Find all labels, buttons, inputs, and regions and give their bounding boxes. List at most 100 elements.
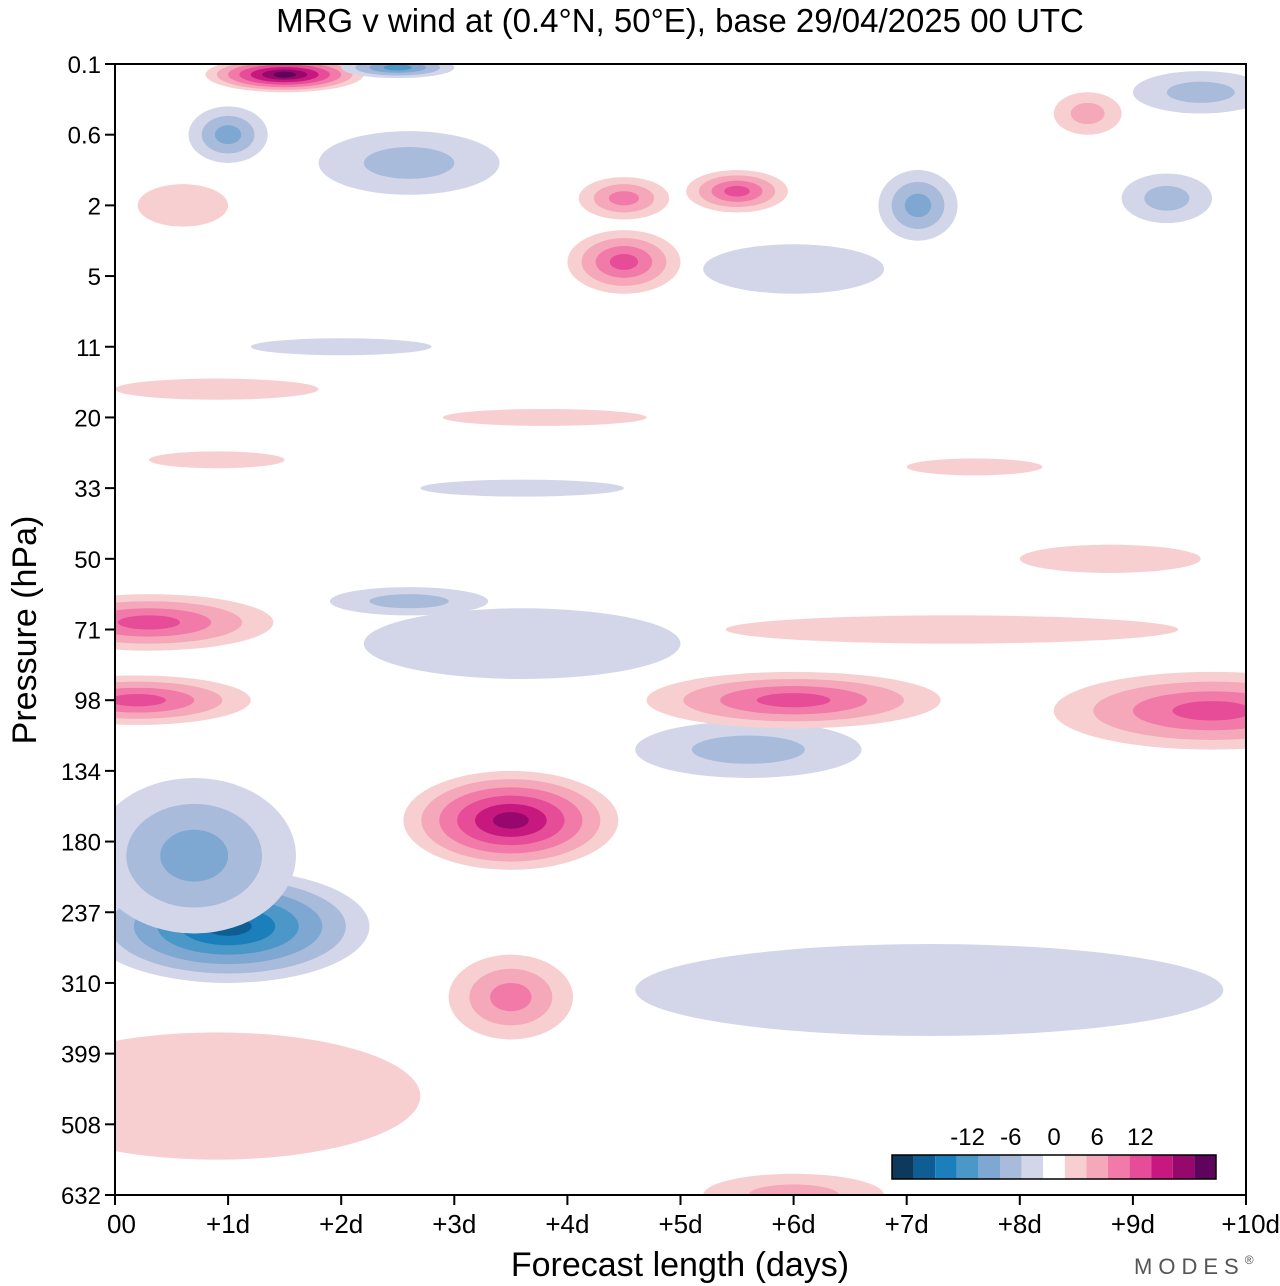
contour-band	[1166, 81, 1235, 103]
chart-title: MRG v wind at (0.4°N, 50°E), base 29/04/…	[276, 2, 1084, 39]
contour-band	[1144, 185, 1190, 211]
contour-feature	[403, 770, 619, 870]
contour-band	[363, 608, 681, 679]
x-axis-label: Forecast length (days)	[511, 1246, 849, 1284]
brand-name: MODES	[1134, 1254, 1245, 1279]
colorbar-swatch	[1172, 1155, 1195, 1179]
brand-logo: MODES®	[1134, 1253, 1254, 1279]
contour-band	[250, 338, 432, 356]
contour-feature	[115, 1032, 421, 1160]
y-tick-label: 310	[61, 971, 101, 998]
contour-feature	[1121, 173, 1213, 224]
colorbar-swatch	[978, 1155, 1000, 1179]
colorbar-swatch	[956, 1155, 979, 1179]
contour-feature	[115, 777, 296, 934]
contour-band	[273, 71, 296, 78]
colorbar-tick-label: 6	[1091, 1124, 1104, 1151]
contour-band	[115, 694, 166, 707]
colorbar-swatch	[1086, 1155, 1108, 1179]
contour-band	[906, 458, 1043, 476]
contour-feature	[878, 170, 958, 241]
contour-band	[725, 615, 1179, 644]
colorbar-swatch	[1043, 1155, 1065, 1179]
colorbar-swatch	[1194, 1155, 1216, 1179]
colorbar-frame	[891, 1154, 1217, 1180]
colorbar-tick-label: 0	[1047, 1124, 1060, 1151]
x-axis: 00 +1d +2d +3d +4d +5d +6d +7d +8d +9d +10d	[107, 1195, 1280, 1239]
contour-feature	[1019, 544, 1201, 573]
contour-feature	[188, 106, 268, 163]
y-tick-label: 50	[74, 547, 101, 574]
colorbar-swatch	[1064, 1155, 1087, 1179]
x-tick-label: +2d	[319, 1209, 363, 1239]
contour-feature	[318, 131, 500, 195]
x-tick-label: +7d	[885, 1209, 929, 1239]
colorbar-tick-label: 12	[1127, 1124, 1154, 1151]
contour-feature	[635, 721, 862, 778]
contour-feature	[137, 184, 229, 227]
contour-feature	[1053, 92, 1122, 135]
y-axis: 0.1 0.6 2 5 11 20 33 50 71 98 134 180 237 310 399 508 63…	[61, 52, 115, 1210]
colorbar-swatch	[1129, 1155, 1152, 1179]
contour-field	[115, 64, 1246, 1195]
x-tick-label: +8d	[998, 1209, 1042, 1239]
x-tick-label: 00	[107, 1209, 136, 1239]
colorbar-swatch	[1000, 1155, 1022, 1179]
colorbar-swatch	[935, 1155, 957, 1179]
contour-band	[1019, 544, 1201, 573]
contour-band	[148, 451, 285, 469]
y-axis-label: Pressure (hPa)	[6, 516, 44, 745]
contour-band	[756, 693, 831, 708]
contour-feature	[703, 244, 885, 294]
contour-band	[115, 1032, 421, 1160]
contour-feature	[442, 408, 647, 426]
contour-feature	[1053, 671, 1246, 750]
colorbar-swatch	[913, 1155, 936, 1179]
contour-feature	[115, 675, 251, 725]
contour-feature	[635, 944, 1224, 1036]
y-tick-label: 632	[61, 1183, 101, 1210]
contour-feature	[420, 479, 624, 497]
contour-feature	[646, 671, 941, 729]
contour-band	[383, 64, 412, 71]
contour-band	[748, 1184, 839, 1195]
contour-feature	[725, 615, 1179, 644]
contour-feature	[578, 177, 670, 220]
contour-feature	[363, 608, 681, 679]
contour-feature	[115, 378, 319, 400]
contour-band	[137, 184, 229, 227]
y-tick-label: 508	[61, 1112, 101, 1139]
contour-band	[442, 408, 647, 426]
contour-band	[363, 147, 455, 179]
x-tick-label: +5d	[658, 1209, 702, 1239]
contour-feature	[329, 587, 489, 616]
y-tick-label: 11	[76, 335, 101, 362]
y-tick-label: 5	[88, 264, 101, 291]
contour-feature	[703, 1173, 885, 1195]
contour-band	[420, 479, 624, 497]
contour-band	[115, 378, 319, 400]
x-tick-label: +6d	[772, 1209, 816, 1239]
colorbar-tick-label: -6	[1000, 1124, 1021, 1151]
colorbar-swatch	[1021, 1155, 1044, 1179]
y-tick-label: 71	[74, 618, 101, 645]
contour-feature	[115, 594, 274, 651]
contour-band	[691, 735, 805, 764]
contour-feature	[250, 338, 432, 356]
contour-band	[1070, 102, 1105, 125]
x-tick-label: +9d	[1111, 1209, 1155, 1239]
contour-band	[609, 253, 639, 270]
contour-band	[214, 125, 242, 145]
y-tick-label: 237	[61, 900, 101, 927]
contour-band	[1172, 701, 1246, 721]
contour-band	[724, 185, 750, 197]
contour-feature	[205, 64, 364, 93]
x-tick-label: +4d	[545, 1209, 589, 1239]
colorbar: -12 -6 0 6 12	[891, 1124, 1217, 1180]
y-tick-label: 20	[74, 405, 101, 432]
y-tick-label: 2	[88, 193, 101, 220]
contour-band	[490, 982, 532, 1012]
x-tick-label: +1d	[206, 1209, 250, 1239]
contour-band	[635, 944, 1224, 1036]
